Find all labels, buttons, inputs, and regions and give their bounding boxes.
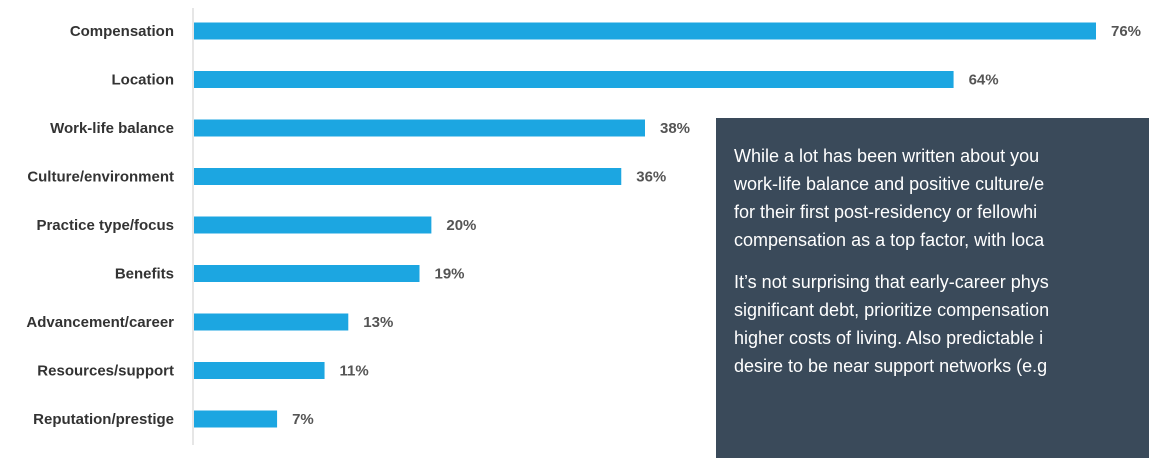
callout-line: desire to be near support networks (e.g <box>734 356 1048 376</box>
category-label: Culture/environment <box>27 169 174 186</box>
callout-line: While a lot has been written about you <box>734 146 1040 166</box>
callout-line: compensation as a top factor, with loca <box>734 230 1045 250</box>
category-label: Advancement/career <box>26 314 174 331</box>
category-label: Practice type/focus <box>36 217 174 234</box>
bar <box>194 22 1096 40</box>
value-label: 36% <box>636 169 666 186</box>
bar-chart: Compensation 76% Location 64% Work-life bala… <box>26 8 1141 445</box>
value-label: 11% <box>340 363 369 380</box>
value-label: 13% <box>363 314 393 331</box>
callout-box: While a lot has been written about you w… <box>716 118 1149 458</box>
category-label: Compensation <box>70 23 174 40</box>
callout-line: higher costs of living. Also predictable… <box>734 328 1044 348</box>
bar <box>194 216 432 234</box>
value-label: 19% <box>435 266 465 283</box>
category-label: Location <box>112 72 175 89</box>
bar <box>194 265 420 282</box>
callout-line: work-life balance and positive culture/e <box>734 174 1045 194</box>
value-label: 20% <box>446 217 476 234</box>
bars-group: Compensation 76% Location 64% Work-life bala… <box>26 22 1141 428</box>
value-label: 64% <box>969 72 999 89</box>
callout-line: It’s not surprising that early-career ph… <box>734 272 1049 292</box>
bar <box>194 362 325 379</box>
category-label: Benefits <box>115 266 174 283</box>
category-label: Work-life balance <box>50 120 174 137</box>
category-label: Reputation/prestige <box>33 411 174 428</box>
callout-line: significant debt, prioritize compensatio… <box>734 300 1050 320</box>
bar <box>194 410 278 428</box>
category-label: Resources/support <box>37 363 174 380</box>
value-label: 76% <box>1111 23 1141 40</box>
value-label: 38% <box>660 120 690 137</box>
value-label: 7% <box>292 411 314 428</box>
bar <box>194 168 622 185</box>
bar <box>194 119 645 137</box>
callout-paragraph-2: It’s not surprising that early-career ph… <box>734 268 1149 380</box>
bar <box>194 71 954 88</box>
callout-line: for their first post-residency or fellow… <box>734 202 1038 222</box>
bar <box>194 313 349 331</box>
callout-paragraph-1: While a lot has been written about you w… <box>734 142 1149 254</box>
